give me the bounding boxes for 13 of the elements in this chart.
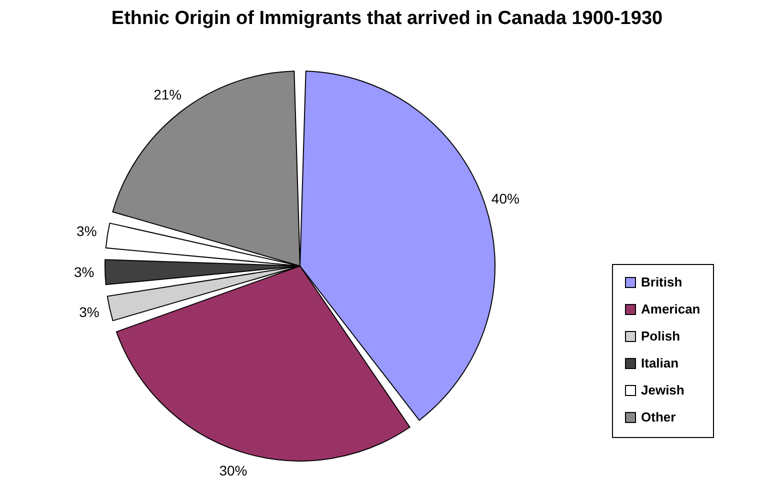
legend-label: Jewish <box>641 382 684 398</box>
legend-label: Other <box>641 410 676 424</box>
legend-label: Italian <box>641 356 679 370</box>
legend-label: Polish <box>641 328 680 344</box>
data-label: 21% <box>154 86 182 102</box>
data-label: 3% <box>74 264 94 280</box>
data-label: 40% <box>491 190 520 206</box>
chart-title: Ethnic Origin of Immigrants that arrived in Canada 1900-1930 <box>111 8 663 29</box>
data-label: 3% <box>79 304 100 320</box>
data-label: 3% <box>76 223 97 240</box>
data-label: 30% <box>219 462 248 478</box>
legend-label: British <box>641 274 682 290</box>
legend-label: American <box>641 302 700 316</box>
